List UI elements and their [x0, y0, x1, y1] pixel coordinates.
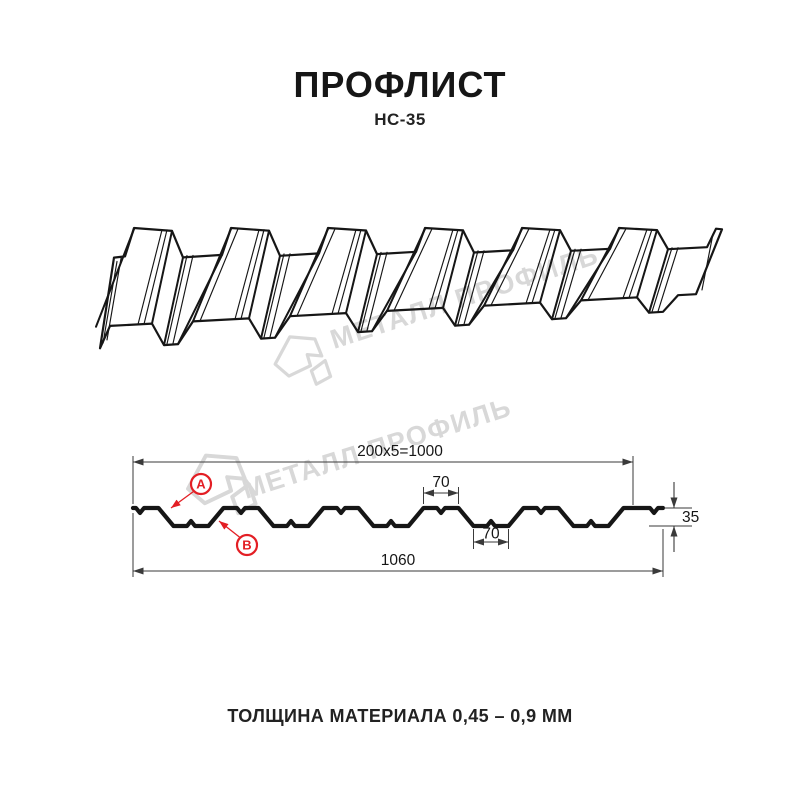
rib-edge-line — [357, 253, 378, 334]
stiffening-groove-line — [490, 228, 530, 306]
marker-a-label: A — [196, 477, 206, 492]
stiffening-groove-line — [331, 229, 357, 315]
marker-b-circle — [235, 533, 259, 557]
point-markers: A B — [170, 472, 259, 557]
material-thickness-note: ТОЛЩИНА МАТЕРИАЛА 0,45 – 0,9 ММ — [227, 706, 573, 726]
stiffening-groove-line — [434, 229, 459, 309]
metal-profil-logo-icon — [273, 335, 333, 386]
dim-coverage-width: 200x5=1000 — [357, 443, 443, 460]
rib-edge-line — [177, 253, 223, 346]
rib-edge-line — [648, 248, 669, 314]
stiffening-groove-line — [701, 233, 714, 291]
stiffening-groove-line — [622, 228, 648, 299]
dim-crest-width: 70 — [432, 474, 450, 491]
profile-cross-section — [130, 505, 666, 529]
rib-edge-line — [468, 249, 514, 326]
stiffening-groove-line — [263, 253, 285, 339]
rib-edge-line — [274, 252, 320, 339]
marker-a-circle — [189, 472, 213, 496]
stiffening-groove-line — [102, 260, 118, 344]
rib-edge-line — [442, 229, 464, 309]
stiffening-groove-line — [172, 254, 194, 345]
rib-edge-line — [636, 229, 658, 299]
stiffening-groove-line — [269, 253, 291, 338]
stiffening-groove-line — [296, 228, 336, 317]
dim-overall-width: 1060 — [381, 552, 416, 569]
rib-edge-line — [248, 229, 270, 320]
stiffening-groove-line — [587, 228, 627, 301]
stiffening-groove-line — [428, 229, 454, 310]
stiffening-groove-line — [651, 247, 673, 313]
stiffening-groove-line — [337, 229, 362, 315]
rib-edge-line — [260, 254, 281, 340]
stiffening-groove-line — [463, 250, 485, 325]
stiffening-groove-line — [628, 228, 653, 299]
stiffening-groove-line — [360, 251, 382, 332]
stiffening-groove-line — [199, 228, 239, 322]
profile-model-label: НС-35 — [374, 110, 426, 129]
stiffening-groove-line — [560, 248, 582, 319]
stiffening-groove-line — [143, 229, 168, 325]
rib-edge-line — [551, 249, 572, 321]
rib-edge-line — [454, 251, 475, 327]
stiffening-groove-line — [525, 228, 551, 304]
dim-profile-height: 35 — [682, 509, 699, 526]
profile-3d-sheet-fill — [100, 228, 722, 349]
rib-edge-line — [95, 228, 135, 328]
rib-edge-line — [565, 247, 611, 320]
rib-edge-line — [163, 256, 184, 347]
page-title: ПРОФЛИСТ — [293, 64, 507, 105]
rib-edge-line — [539, 229, 561, 304]
marker-b-label: B — [242, 538, 251, 553]
stiffening-groove-line — [106, 257, 122, 341]
stiffening-groove-line — [366, 251, 388, 332]
stiffening-groove-line — [234, 229, 260, 320]
rib-edge-line — [345, 229, 367, 315]
stiffening-groove-line — [457, 250, 479, 326]
stiffening-groove-line — [393, 228, 433, 312]
dim-valley-width: 70 — [482, 526, 500, 543]
stiffening-groove-line — [657, 247, 679, 312]
stiffening-groove-line — [531, 228, 556, 304]
stiffening-groove-line — [166, 254, 188, 345]
rib-edge-line — [371, 250, 417, 333]
watermark-metal-profil-lower: МЕТАЛЛ ПРОФИЛЬ — [186, 392, 515, 516]
stiffening-groove-line — [240, 229, 265, 320]
rib-edge-line — [151, 229, 173, 325]
sheet-3d-surface — [100, 228, 722, 349]
profile-3d-sheet-lines — [95, 226, 724, 350]
dimension-annotations: 200x5=1000 70 70 35 1060 — [132, 443, 699, 577]
stiffening-groove-line — [137, 229, 163, 325]
stiffening-groove-line — [554, 248, 576, 319]
